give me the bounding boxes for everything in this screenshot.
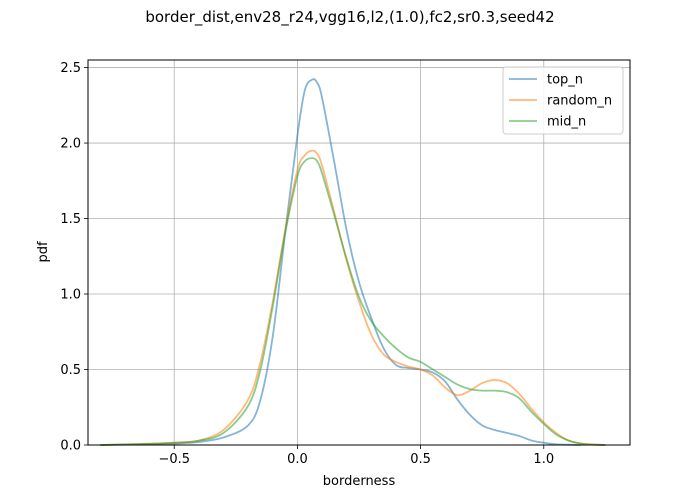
x-tick-label: 0.0 bbox=[287, 452, 308, 467]
x-tick-label: 1.0 bbox=[533, 452, 554, 467]
y-tick-label: 0.5 bbox=[60, 363, 81, 378]
y-tick-label: 1.0 bbox=[60, 288, 81, 303]
series-line-random-n bbox=[100, 149, 606, 446]
y-tick-label: 2.5 bbox=[60, 61, 81, 76]
x-axis-label: borderness bbox=[323, 474, 396, 489]
legend-label: top_n bbox=[547, 73, 583, 88]
legend-box bbox=[502, 66, 624, 135]
y-tick-label: 1.5 bbox=[60, 212, 81, 227]
chart-title: border_dist,env28_r24,vgg16,l2,(1.0),fc2… bbox=[145, 8, 554, 27]
plot-frame bbox=[87, 59, 631, 446]
legend-label: mid_n bbox=[547, 115, 586, 130]
legend: top_n random_n mid_n bbox=[502, 66, 624, 135]
y-tick-label: 2.0 bbox=[60, 137, 81, 152]
series-line-top-n bbox=[100, 78, 581, 446]
x-axis-ticks: −0.5 0.0 0.5 1.0 bbox=[158, 445, 554, 467]
y-axis-ticks: 0.0 0.5 1.0 1.5 2.0 2.5 bbox=[60, 61, 88, 454]
x-tick-label: 0.5 bbox=[410, 452, 431, 467]
series-lines bbox=[100, 78, 606, 446]
y-axis-label: pdf bbox=[36, 241, 51, 263]
y-tick-label: 0.0 bbox=[60, 439, 81, 454]
series-line-mid-n bbox=[100, 157, 606, 446]
legend-label: random_n bbox=[547, 94, 612, 109]
x-tick-label: −0.5 bbox=[158, 452, 190, 467]
